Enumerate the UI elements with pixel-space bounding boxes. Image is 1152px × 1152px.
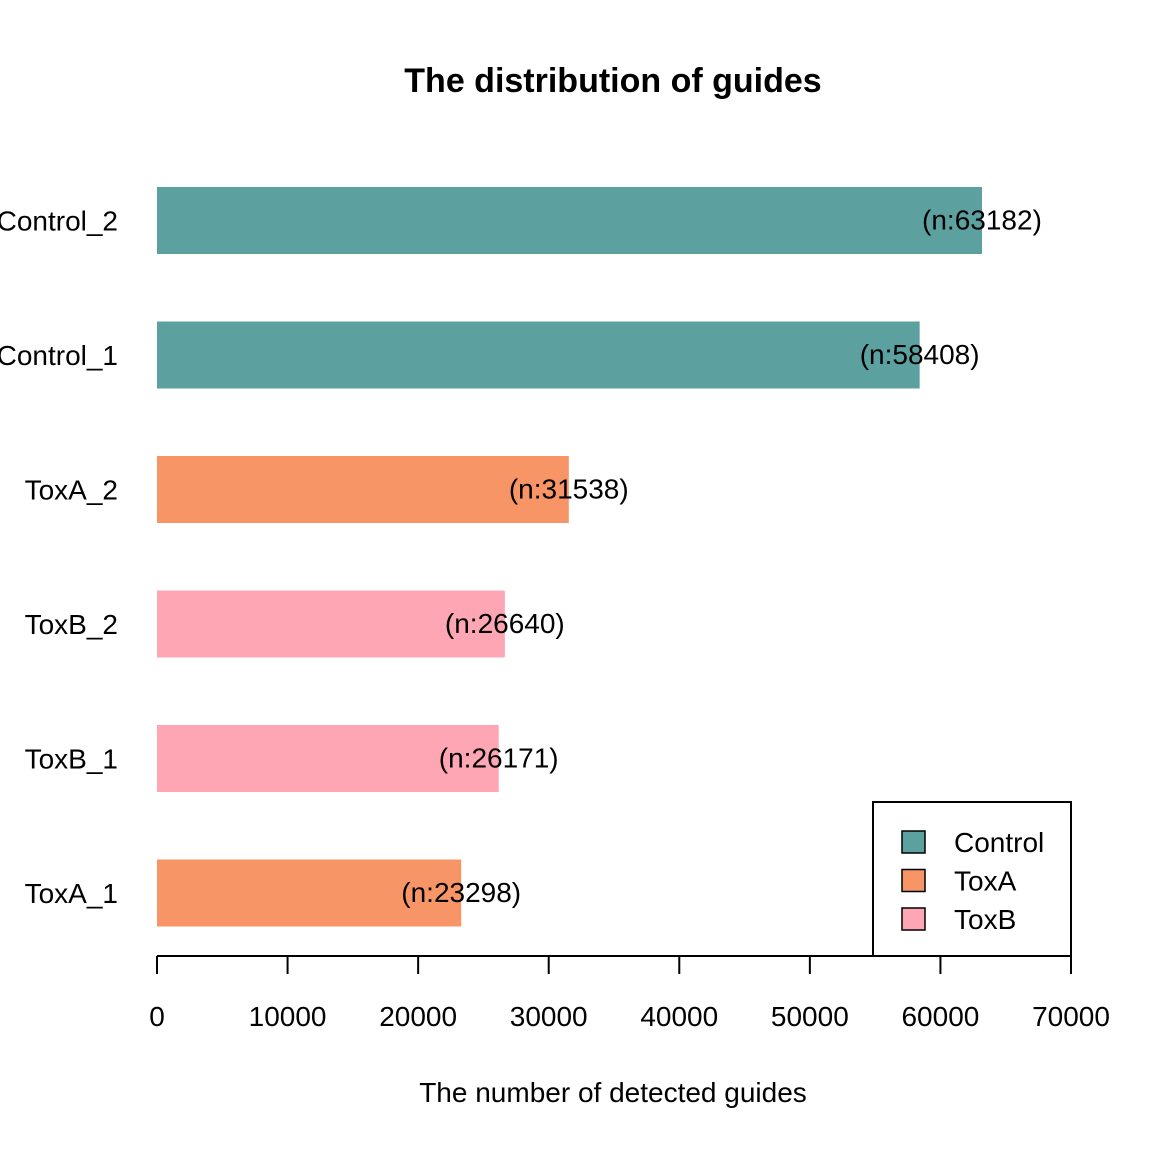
bar-toxa-1 bbox=[157, 859, 462, 927]
x-tick-label: 30000 bbox=[510, 1001, 588, 1032]
bars-group bbox=[157, 187, 982, 927]
bar-toxb-2 bbox=[157, 590, 505, 658]
bar-toxa-2 bbox=[157, 456, 569, 523]
bar-toxb-1 bbox=[157, 725, 499, 792]
x-tick-label: 20000 bbox=[379, 1001, 457, 1032]
bar-control-2 bbox=[157, 187, 982, 254]
chart-title: The distribution of guides bbox=[404, 62, 821, 100]
category-label: ToxA_1 bbox=[25, 878, 118, 909]
bar-value-label: (n:63182) bbox=[922, 205, 1042, 236]
legend-label-control: Control bbox=[954, 827, 1044, 858]
legend: Control ToxA ToxB bbox=[872, 801, 1072, 957]
x-tick-label: 70000 bbox=[1032, 1001, 1110, 1032]
bar-value-label: (n:31538) bbox=[509, 474, 629, 505]
x-tick-label: 60000 bbox=[901, 1001, 979, 1032]
bar-value-label: (n:58408) bbox=[860, 339, 980, 370]
category-label: ToxB_1 bbox=[25, 744, 118, 775]
legend-label-toxb: ToxB bbox=[954, 904, 1016, 935]
x-tick-label: 40000 bbox=[640, 1001, 718, 1032]
bar-control-1 bbox=[157, 321, 920, 389]
legend-swatch-toxb bbox=[901, 907, 926, 931]
category-labels-group: Control_2 Control_1 ToxA_2 ToxB_2 ToxB_1 ToxA… bbox=[0, 206, 118, 910]
x-axis: 0 10000 20000 30000 40000 50000 60000 70000 bbox=[149, 955, 1110, 1032]
legend-label-toxa: ToxA bbox=[954, 866, 1017, 897]
category-label: ToxB_2 bbox=[25, 609, 118, 640]
category-label: Control_1 bbox=[0, 340, 118, 371]
x-tick-label: 10000 bbox=[249, 1001, 327, 1032]
x-tick-label: 50000 bbox=[771, 1001, 849, 1032]
legend-swatch-control bbox=[901, 830, 926, 854]
legend-swatch-toxa bbox=[901, 868, 926, 893]
bar-value-label: (n:26640) bbox=[445, 608, 565, 639]
data-labels-group: (n:63182) (n:58408) (n:31538) (n:26640) (n:2… bbox=[401, 205, 1042, 909]
x-tick-label: 0 bbox=[149, 1001, 165, 1032]
x-axis-label: The number of detected guides bbox=[419, 1077, 807, 1108]
category-label: Control_2 bbox=[0, 206, 118, 237]
category-label: ToxA_2 bbox=[25, 475, 118, 506]
bar-value-label: (n:26171) bbox=[439, 743, 559, 774]
bar-value-label: (n:23298) bbox=[401, 877, 521, 908]
